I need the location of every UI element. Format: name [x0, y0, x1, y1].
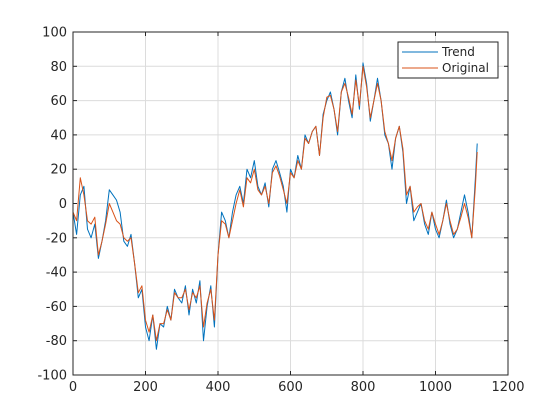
x-tick-label-2: 400 [206, 380, 231, 395]
y-tick-label-2: -60 [46, 300, 67, 315]
axis-ticks: 0 200 400 600 800 1000 1200 -100 -80 -60 -40 -20 0 20… [37, 26, 524, 396]
legend-label-trend: Trend [441, 45, 475, 59]
y-tick-label-9: 80 [50, 60, 67, 75]
legend: Trend Original [397, 41, 499, 79]
y-tick-label-0: -100 [37, 369, 67, 384]
grid-lines [72, 31, 509, 376]
legend-label-original: Original [442, 61, 489, 75]
x-tick-label-0: 0 [69, 380, 77, 395]
y-tick-label-4: -20 [46, 231, 67, 246]
y-tick-label-6: 20 [50, 163, 67, 178]
y-tick-label-1: -80 [46, 334, 67, 349]
series-line-original [72, 65, 478, 342]
x-tick-label-5: 1000 [419, 380, 452, 395]
x-tick-label-4: 800 [351, 380, 376, 395]
x-tick-label-3: 600 [278, 380, 303, 395]
x-tick-label-6: 1200 [491, 380, 524, 395]
y-tick-label-10: 100 [42, 26, 67, 41]
y-tick-label-5: 0 [59, 197, 67, 212]
y-tick-label-3: -40 [46, 266, 67, 281]
legend-box [397, 41, 499, 79]
x-tick-label-1: 200 [133, 380, 158, 395]
series-lines [72, 62, 478, 350]
y-tick-label-7: 40 [50, 128, 67, 143]
y-tick-label-8: 60 [50, 94, 67, 109]
